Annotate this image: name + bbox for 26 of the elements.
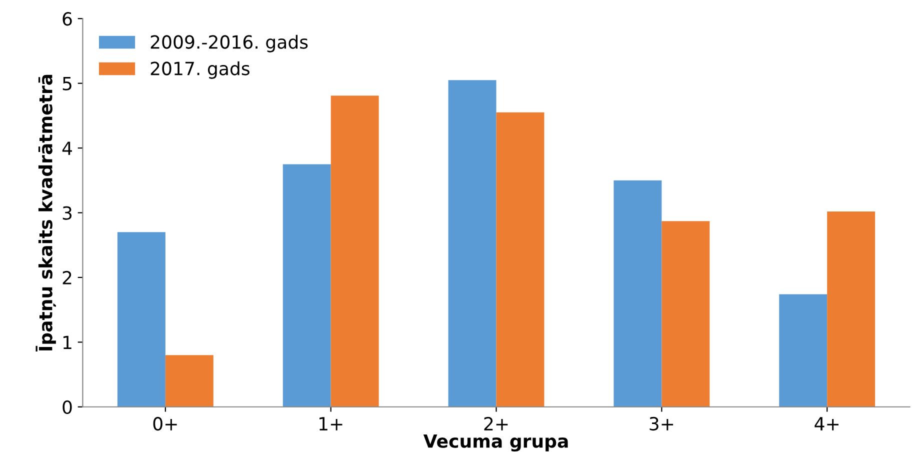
bar	[117, 232, 166, 407]
bar	[662, 221, 710, 407]
bar	[448, 80, 496, 407]
bar	[779, 294, 828, 407]
y-tick-label: 1	[63, 336, 72, 350]
bar	[282, 164, 331, 407]
y-tick-label: 2	[62, 270, 72, 284]
x-axis-title: Vecuma grupa	[423, 434, 568, 452]
y-tick-label: 4	[62, 142, 72, 155]
bar	[330, 96, 379, 407]
y-tick-label: 5	[62, 77, 72, 90]
bar	[165, 355, 214, 407]
x-tick-label: 4+	[814, 417, 838, 430]
legend-label: 2009.-2016. gads	[150, 34, 308, 52]
bar	[614, 180, 662, 407]
y-axis-title: Īpatņu skaits kvadrātmetrā	[36, 74, 56, 352]
y-tick-label: 0	[62, 400, 72, 414]
y-tick-label: 6	[62, 12, 72, 26]
x-tick-label: 2+	[484, 416, 508, 430]
x-tick-label: 0+	[153, 416, 177, 431]
legend-label: 2017. gads	[150, 61, 250, 79]
y-tick-label: 3	[62, 206, 72, 220]
bar	[827, 211, 876, 407]
x-tick-label: 1+	[320, 417, 342, 430]
bar	[496, 112, 544, 407]
x-tick-label: 3+	[650, 416, 674, 431]
